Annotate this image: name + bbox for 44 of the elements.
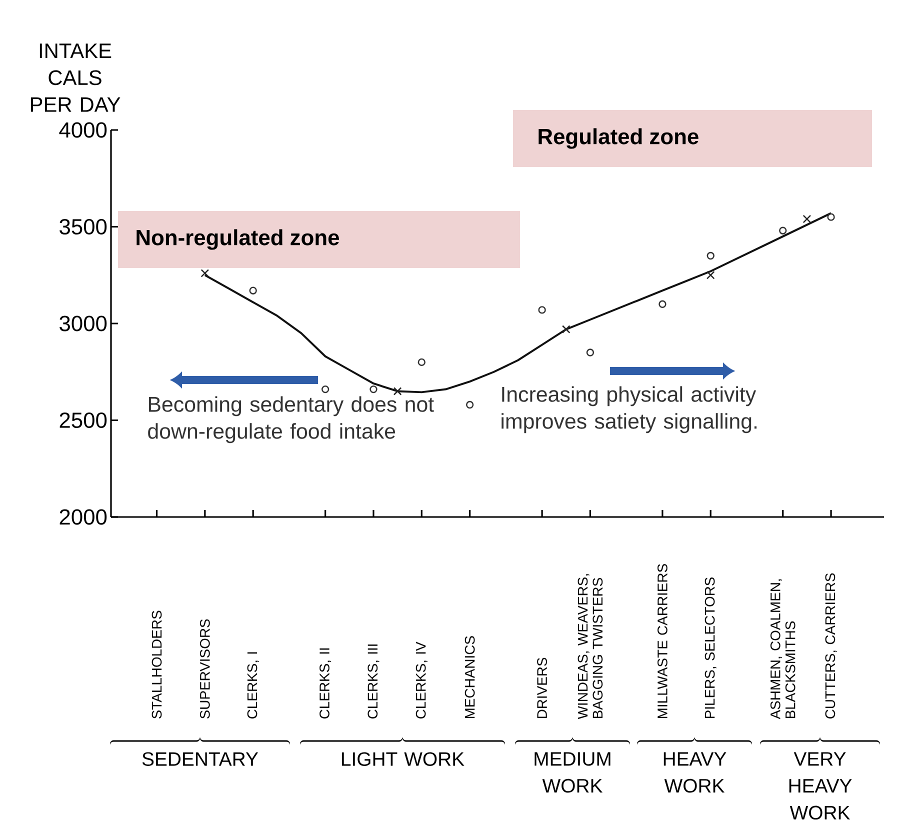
- x-tick-label: SUPERVISORS: [200, 619, 210, 719]
- point: [827, 213, 835, 221]
- x-tick-label: CLERKS, I: [247, 652, 259, 718]
- point: [249, 286, 257, 294]
- y-tick-label: 3500: [60, 218, 107, 235]
- point: [802, 214, 812, 224]
- point: [393, 387, 402, 396]
- y-tick-label: 4000: [59, 122, 107, 138]
- point: [200, 269, 210, 278]
- text: SEDENTARY: [142, 752, 258, 766]
- y-axis-title: INTAKE CALS PER DAY: [30, 44, 120, 112]
- point: [779, 226, 787, 234]
- point: [658, 300, 666, 308]
- x-tick-label: CLERKS, III: [368, 644, 380, 718]
- point: [706, 252, 714, 260]
- annotation: Becoming sedentary does not down-regulate food intake: [148, 396, 434, 444]
- annotation: Regulated zone: [538, 128, 698, 149]
- x-tick-label: CLERKS, IV: [416, 642, 428, 718]
- point: [706, 270, 715, 280]
- y-tick-label: 3000: [60, 316, 107, 332]
- point: [466, 400, 474, 409]
- y-tick-label: 2500: [60, 412, 107, 428]
- x-tick-label: PILERS, SELECTORS: [704, 577, 716, 718]
- text: MEDIUM WORK: [534, 752, 610, 793]
- x-tick-label: CLERKS, II: [320, 648, 332, 718]
- x-tick-label: ASHMEN, COALMEN, BLACKSMITHS: [770, 579, 796, 720]
- point: [321, 385, 330, 394]
- annotation: Increasing physical activity improves satiety signalling.: [502, 386, 757, 434]
- x-tick-label: WINDEAS, WEAVERS, BAGGING TWISTERS: [578, 574, 603, 720]
- x-tick-label: MILLWASTE CARRIERS: [658, 564, 668, 718]
- x-tick-label: DRIVERS: [537, 658, 547, 718]
- point: [418, 358, 426, 366]
- point: [562, 325, 570, 334]
- text: VERY HEAVY WORK: [789, 752, 852, 820]
- point: [538, 306, 546, 314]
- text: LIGHT WORK: [342, 752, 464, 766]
- x-tick-label: STALLHOLDERS: [152, 610, 162, 719]
- point: [370, 385, 378, 394]
- text: HEAVY WORK: [664, 752, 726, 793]
- x-tick-label: CUTTERS, CARRIERS: [825, 573, 837, 718]
- x-tick-label: MECHANICS: [464, 636, 475, 718]
- y-tick-label: 2000: [60, 509, 107, 525]
- annotation: Non-regulated zone: [136, 229, 340, 250]
- point: [586, 348, 594, 356]
